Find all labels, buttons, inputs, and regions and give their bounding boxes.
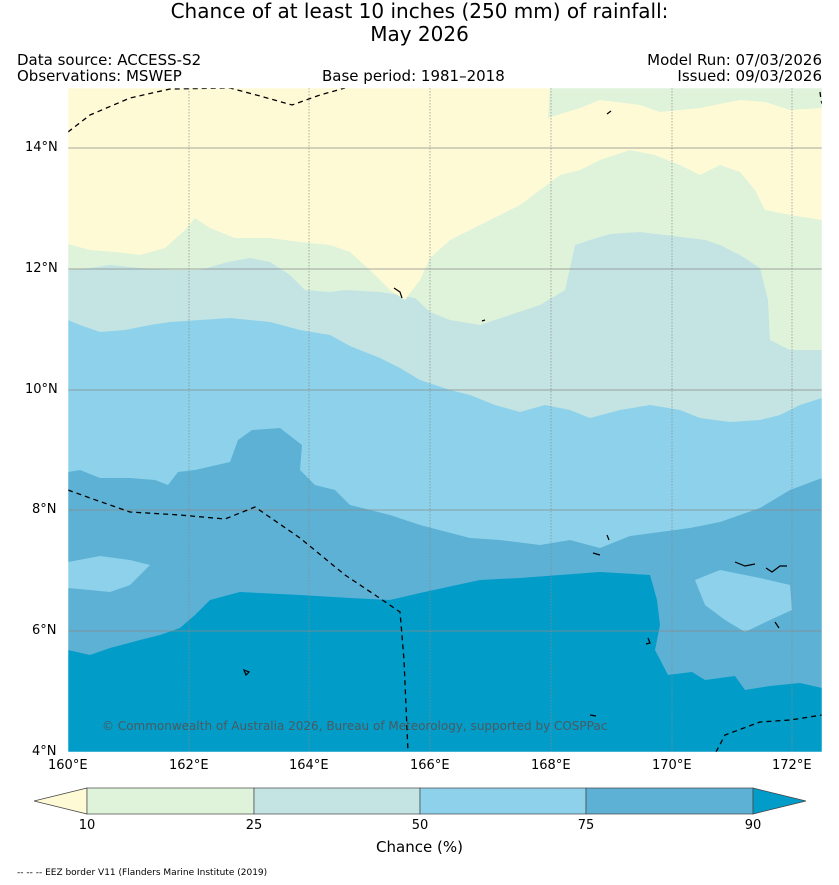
- lat-tick-14: 14°N: [25, 140, 58, 155]
- colorbar-extend-low: [33, 787, 88, 815]
- colorbar-tick-90: 90: [744, 818, 762, 833]
- lat-tick-4: 4°N: [32, 744, 57, 759]
- lon-tick-168: 168°E: [531, 758, 571, 773]
- observations-label: Observations: MSWEP: [17, 67, 182, 85]
- colorbar-bin-25-50: [253, 787, 421, 815]
- lat-tick-6: 6°N: [32, 623, 57, 638]
- title-line-2: May 2026: [370, 22, 469, 46]
- lat-tick-8: 8°N: [32, 502, 57, 517]
- data-source-label: Data source: ACCESS-S2: [17, 51, 202, 69]
- issued-label: Issued: 09/03/2026: [677, 67, 822, 85]
- model-run-label: Model Run: 07/03/2026: [647, 51, 822, 69]
- colorbar-tick-75: 75: [577, 818, 595, 833]
- colorbar: [33, 787, 807, 815]
- colorbar-bin-50-75: [419, 787, 587, 815]
- colorbar-bin-75-90: [585, 787, 754, 815]
- colorbar-tick-50: 50: [411, 818, 429, 833]
- title-line-1: Chance of at least 10 inches (250 mm) of…: [170, 0, 669, 23]
- eez-borders: [68, 88, 822, 752]
- lon-tick-170: 170°E: [652, 758, 692, 773]
- colorbar-bin-10-25: [86, 787, 255, 815]
- lat-tick-10: 10°N: [25, 382, 58, 397]
- colorbar-tick-25: 25: [245, 818, 263, 833]
- grid-lines: [68, 88, 822, 752]
- eez-footnote: -- -- -- EEZ border V11 (Flanders Marine…: [17, 868, 268, 878]
- copyright-notice: © Commonwealth of Australia 2026, Bureau…: [102, 719, 608, 733]
- probability-fields: [68, 88, 822, 752]
- island-outlines: [242, 110, 787, 717]
- field-below-10: [68, 88, 822, 300]
- lon-tick-164: 164°E: [289, 758, 329, 773]
- lat-tick-12: 12°N: [25, 261, 58, 276]
- map-frame: [67, 87, 823, 753]
- colorbar-tick-10: 10: [78, 818, 96, 833]
- lon-tick-160: 160°E: [48, 758, 88, 773]
- field-50-75-south-patch: [68, 556, 792, 632]
- lon-tick-166: 166°E: [410, 758, 450, 773]
- chart-title: Chance of at least 10 inches (250 mm) of…: [0, 0, 839, 46]
- colorbar-extend-high: [752, 787, 807, 815]
- colorbar-label: Chance (%): [376, 838, 463, 856]
- lon-tick-172: 172°E: [772, 758, 812, 773]
- base-period-label: Base period: 1981–2018: [322, 67, 505, 85]
- lon-tick-162: 162°E: [169, 758, 209, 773]
